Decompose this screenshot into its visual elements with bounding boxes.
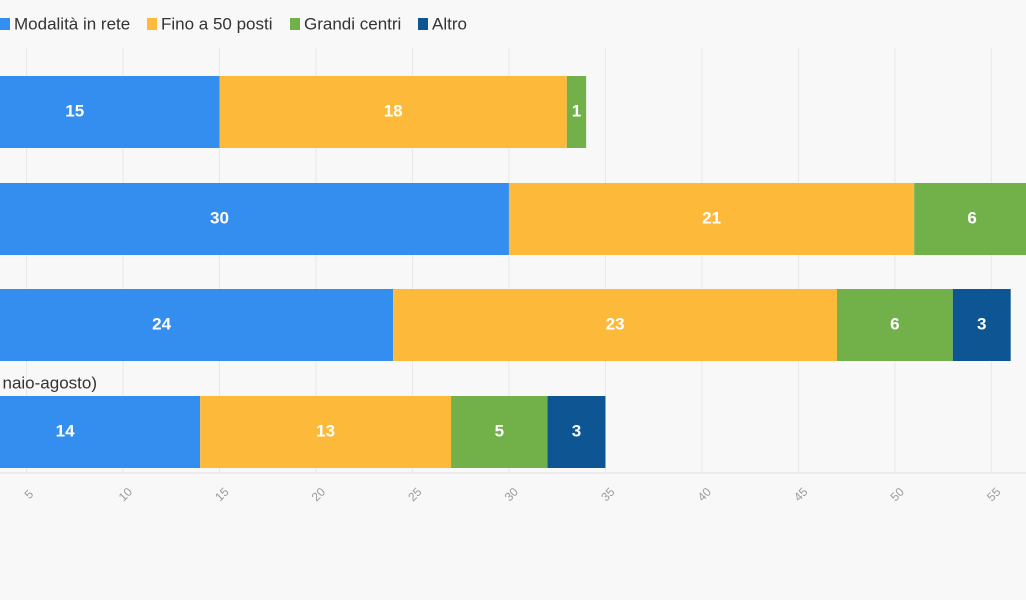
bar-segment	[566, 76, 587, 148]
bar-segment	[0, 396, 201, 468]
legend-swatch	[418, 18, 428, 30]
value-label: 3	[977, 314, 986, 333]
legend-swatch	[0, 18, 10, 30]
x-tick-label: 20	[309, 485, 329, 505]
x-tick-label: 55	[984, 485, 1004, 505]
bar-segment	[508, 183, 915, 255]
bar-segment	[393, 289, 838, 361]
value-label: 3	[572, 421, 581, 440]
bar-segment	[952, 289, 1011, 361]
bar-segment	[0, 289, 394, 361]
bar-segment	[914, 183, 1026, 255]
value-label: 24	[152, 314, 171, 333]
value-label: 18	[384, 101, 403, 120]
bar-segment	[219, 76, 567, 148]
category-label: naio-agosto)	[2, 373, 97, 392]
x-tick-label: 40	[695, 485, 715, 505]
x-tick-label: 10	[116, 485, 136, 505]
x-tick-label: 15	[212, 485, 232, 505]
bar-segment	[547, 396, 606, 468]
legend-swatch	[290, 18, 300, 30]
legend-label: Fino a 50 posti	[161, 14, 273, 33]
value-label: 13	[316, 421, 335, 440]
x-tick-label: 45	[791, 485, 811, 505]
value-label: 30	[210, 208, 229, 227]
x-tick-label: 25	[405, 485, 425, 505]
value-label: 15	[65, 101, 84, 120]
value-label: 23	[606, 314, 625, 333]
value-label: 1	[572, 101, 581, 120]
value-label: 6	[890, 314, 899, 333]
legend-swatch	[147, 18, 157, 30]
x-tick-label: 35	[598, 485, 618, 505]
value-label: 14	[56, 421, 75, 440]
value-label: 5	[495, 421, 504, 440]
value-label: 21	[702, 208, 721, 227]
x-tick-label: 5	[22, 487, 37, 502]
value-label: 6	[967, 208, 976, 227]
x-tick-label: 50	[888, 485, 908, 505]
bar-segment	[0, 183, 509, 255]
legend-label: Modalità in rete	[14, 14, 130, 33]
bar-segment	[451, 396, 548, 468]
bar-segment	[837, 289, 953, 361]
legend-label: Altro	[432, 14, 467, 33]
x-tick-label: 30	[502, 485, 522, 505]
bar-segment	[200, 396, 452, 468]
bar-segment	[0, 76, 220, 148]
legend-label: Grandi centri	[304, 14, 401, 33]
